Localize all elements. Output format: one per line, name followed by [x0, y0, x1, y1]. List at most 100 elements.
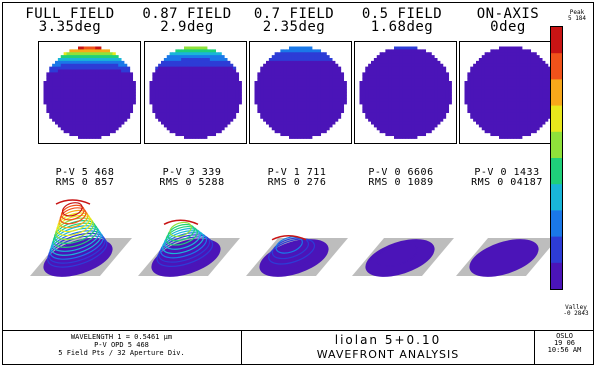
- pupil-cell: [169, 124, 173, 128]
- pupil-cell: [198, 98, 202, 102]
- field-name: ON-AXIS: [476, 6, 540, 22]
- pupil-cell: [289, 127, 293, 131]
- pupil-cell: [312, 63, 316, 68]
- pupil-cell: [431, 121, 435, 125]
- pupil-cell: [510, 66, 514, 70]
- pupil-cell: [411, 95, 415, 99]
- pupil-cell: [224, 104, 228, 108]
- pupil-cell: [49, 66, 53, 70]
- pupil-cell: [198, 89, 202, 93]
- pupil-cell: [309, 109, 313, 114]
- pupil-cell: [126, 109, 131, 114]
- pupil-cell: [181, 101, 185, 105]
- pupil-cell: [504, 95, 509, 99]
- pupil-cell: [232, 83, 237, 88]
- pupil-cell: [86, 63, 90, 68]
- pupil-cell: [437, 104, 441, 108]
- pupil-cell: [83, 63, 88, 68]
- pupil-cell: [417, 109, 421, 114]
- pupil-cell: [86, 60, 90, 65]
- pupil-cell: [169, 127, 173, 131]
- pupil-cell: [101, 95, 105, 99]
- pupil-cell: [501, 66, 506, 70]
- pupil-cell: [507, 81, 511, 85]
- pupil-cell: [75, 63, 79, 68]
- pupil-cell: [280, 127, 284, 131]
- pupil-cell: [121, 72, 125, 76]
- pupil-cell: [437, 66, 441, 70]
- surface-contour: [58, 209, 89, 229]
- pupil-cell: [329, 86, 333, 91]
- pupil-cell: [212, 132, 217, 137]
- pupil-cell: [192, 135, 196, 139]
- pupil-cell: [172, 118, 176, 122]
- pupil-cell: [291, 49, 296, 53]
- pupil-cell: [83, 104, 88, 108]
- pupil-cell: [55, 115, 59, 119]
- pupil-cell: [513, 115, 517, 119]
- pupil-cell: [337, 86, 342, 91]
- pupil-cell: [291, 63, 296, 68]
- pupil-cell: [501, 104, 506, 108]
- pupil-cell: [198, 104, 202, 108]
- pupil-cell: [98, 127, 102, 131]
- pupil-cell: [218, 124, 222, 128]
- pupil-cell: [207, 118, 211, 122]
- pupil-cell: [103, 115, 108, 119]
- pupil-cell: [266, 95, 270, 99]
- pupil-cell: [218, 52, 222, 56]
- pupil-cell: [129, 75, 134, 79]
- pupil-cell: [335, 109, 339, 114]
- pupil-cell: [124, 66, 128, 70]
- pupil-cell: [408, 127, 412, 131]
- pupil-cell: [434, 81, 438, 85]
- pupil-cell: [118, 124, 122, 128]
- pupil-cell: [487, 127, 491, 131]
- pupil-cell: [362, 95, 366, 99]
- pupil-cell: [326, 83, 330, 88]
- pupil-cell: [437, 75, 441, 79]
- pupil-cell: [106, 58, 111, 62]
- pupil-cell: [112, 72, 116, 76]
- pupil-cell: [218, 58, 222, 62]
- pupil-cell: [496, 63, 500, 68]
- pupil-cell: [178, 95, 182, 99]
- pupil-cell: [337, 66, 342, 70]
- pupil-cell: [166, 89, 171, 93]
- pupil-cell: [218, 55, 222, 59]
- pupil-cell: [186, 132, 191, 137]
- pupil-cell: [368, 69, 372, 73]
- pupil-cell: [396, 66, 401, 70]
- pupil-cell: [437, 89, 441, 93]
- pupil-cell: [408, 104, 412, 108]
- pupil-cell: [227, 98, 231, 102]
- pupil-cell: [510, 106, 514, 111]
- pupil-cell: [473, 66, 477, 70]
- pv-value: P-V 1 711: [267, 167, 327, 178]
- pupil-cell: [263, 63, 267, 68]
- pupil-cell: [536, 124, 540, 128]
- pupil-cell: [317, 109, 322, 114]
- pupil-cell: [161, 83, 165, 88]
- pupil-cell: [286, 69, 290, 73]
- pupil-cell: [320, 63, 324, 68]
- pupil-cell: [422, 60, 427, 65]
- pupil-cell: [291, 55, 296, 59]
- pupil-cell: [198, 49, 202, 53]
- pupil-cell: [437, 63, 441, 68]
- pupil-cell: [476, 98, 480, 102]
- pupil-cell: [303, 86, 307, 91]
- pupil-cell: [175, 75, 179, 79]
- pupil-cell: [263, 81, 267, 85]
- pupil-cell: [195, 86, 199, 91]
- pupil-cell: [184, 118, 188, 122]
- pupil-cell: [198, 52, 202, 56]
- pupil-cell: [106, 98, 111, 102]
- pupil-cell: [513, 95, 517, 99]
- pupil-cell: [533, 60, 537, 65]
- pupil-cell: [175, 81, 179, 85]
- pupil-cell: [399, 132, 404, 137]
- pupil-cell: [317, 49, 322, 53]
- pupil-cell: [467, 72, 471, 76]
- pupil-cell: [496, 106, 500, 111]
